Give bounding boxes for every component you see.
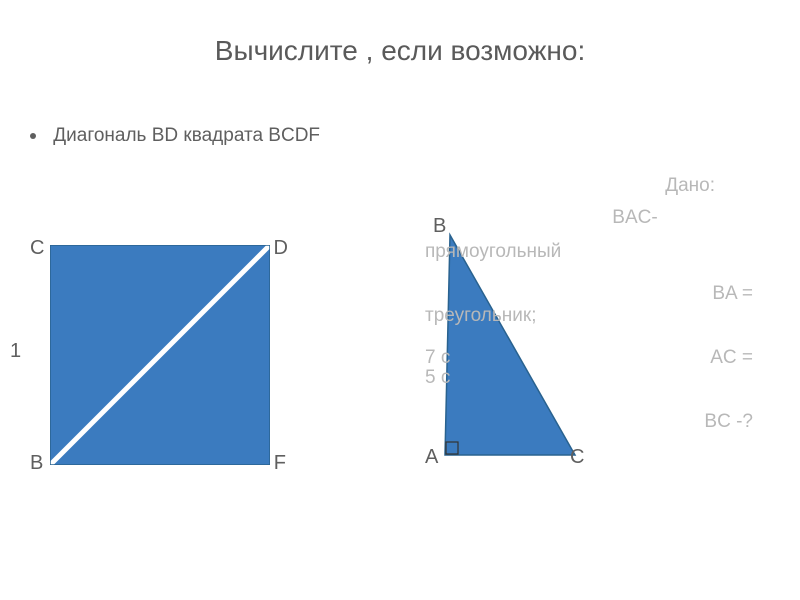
square-label-c: C [30, 237, 44, 260]
page-title: Вычислите , если возможно: [0, 0, 800, 67]
given-5: 5 с [425, 362, 450, 394]
bullet-text: Диагональ BD квадрата BCDF [53, 125, 320, 146]
given-block: Дано: BAC- прямоугольный треугольник; 7 … [425, 170, 785, 235]
given-line-tri-text: треугольник; [425, 305, 536, 326]
square-label-d: D [274, 237, 288, 260]
square-label-f: F [274, 452, 286, 475]
square-diagram: C D B F 1 [50, 245, 270, 465]
given-ba: BA = [712, 278, 753, 310]
given-line-rect: прямоугольный [425, 236, 561, 268]
given-ac: AC = [710, 342, 753, 374]
given-title: Дано: [425, 170, 785, 202]
bullet-item: Диагональ BD квадрата BCDF [30, 125, 320, 147]
bullet-dot [30, 133, 36, 139]
square-label-b: B [30, 452, 43, 475]
square-svg [50, 245, 270, 465]
square-side-label: 1 [10, 340, 21, 363]
given-bc: BC -? [704, 406, 753, 438]
triangle-label-c: C [570, 446, 584, 469]
given-bac: BAC- [425, 202, 785, 234]
triangle-label-a: A [425, 446, 438, 469]
